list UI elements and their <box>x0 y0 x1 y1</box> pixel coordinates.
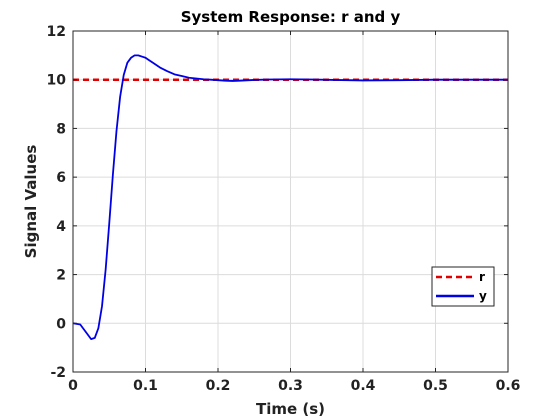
x-tick-label: 0.6 <box>496 378 521 394</box>
legend-label-y: y <box>479 289 487 303</box>
y-tick-labels: -2 0 2 4 6 8 10 12 <box>47 24 67 381</box>
y-axis-label: Signal Values <box>22 145 40 259</box>
y-tick-label: 8 <box>56 121 66 137</box>
y-tick-label: 4 <box>56 219 66 235</box>
x-axis-label: Time (s) <box>256 400 325 418</box>
y-tick-label: 10 <box>47 73 67 89</box>
y-tick-label: -2 <box>50 365 66 381</box>
x-tick-label: 0.4 <box>351 378 376 394</box>
x-tick-label: 0.5 <box>423 378 448 394</box>
x-tick-label: 0.1 <box>133 378 158 394</box>
x-tick-labels: 0 0.1 0.2 0.3 0.4 0.5 0.6 <box>68 378 520 394</box>
y-tick-label: 12 <box>47 24 66 40</box>
y-tick-label: 0 <box>56 316 66 332</box>
x-tick-label: 0.2 <box>206 378 231 394</box>
legend-label-r: r <box>479 270 485 284</box>
y-tick-label: 6 <box>56 170 66 186</box>
y-tick-label: 2 <box>56 268 66 284</box>
legend: r y <box>432 267 494 306</box>
chart-title: System Response: r and y <box>181 8 401 26</box>
x-tick-label: 0 <box>68 378 78 394</box>
x-tick-label: 0.3 <box>278 378 303 394</box>
